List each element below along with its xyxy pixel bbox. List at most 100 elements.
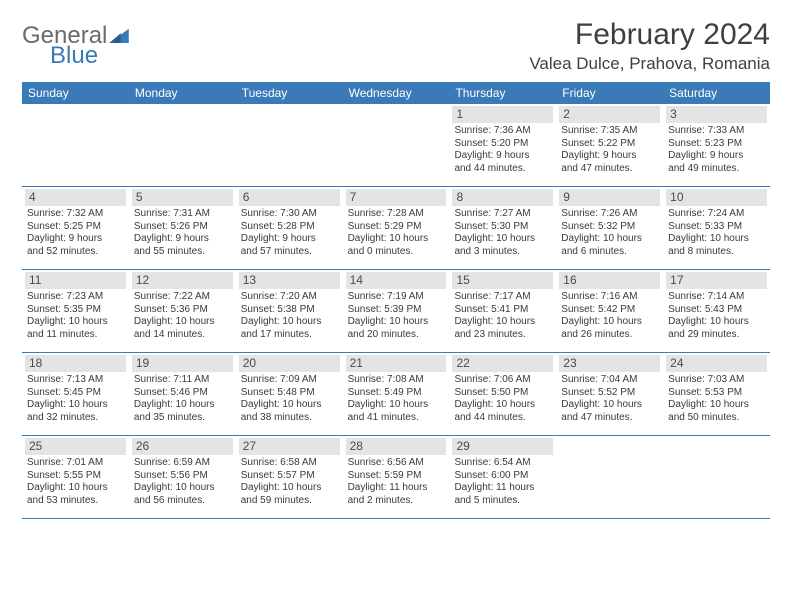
day-sunrise: Sunrise: 6:54 AM: [454, 457, 551, 470]
day-sunset: Sunset: 5:23 PM: [668, 138, 765, 151]
day-sunset: Sunset: 5:38 PM: [241, 304, 338, 317]
weekday-header: Wednesday: [343, 82, 450, 104]
day-sunset: Sunset: 5:35 PM: [27, 304, 124, 317]
day-sunrise: Sunrise: 7:08 AM: [348, 374, 445, 387]
week-row: 11 Sunrise: 7:23 AMSunset: 5:35 PMDayligh…: [22, 270, 770, 353]
day-number: 7: [346, 189, 447, 206]
day-sunset: Sunset: 5:20 PM: [454, 138, 551, 151]
day-number: 3: [666, 106, 767, 123]
day-sunrise: Sunrise: 7:28 AM: [348, 208, 445, 221]
day-sunrise: Sunrise: 7:11 AM: [134, 374, 231, 387]
week-row: 4Sunrise: 7:32 AMSunset: 5:25 PMDaylight…: [22, 187, 770, 270]
day-sunset: Sunset: 5:45 PM: [27, 387, 124, 400]
day-sunrise: Sunrise: 7:03 AM: [668, 374, 765, 387]
week-row: 1Sunrise: 7:36 AMSunset: 5:20 PMDaylight…: [22, 104, 770, 187]
day-info: Sunrise: 7:13 AMSunset: 5:45 PMDaylight:…: [25, 374, 126, 424]
day-cell: 8Sunrise: 7:27 AMSunset: 5:30 PMDaylight…: [449, 187, 556, 269]
day-cell: 10Sunrise: 7:24 AMSunset: 5:33 PMDayligh…: [663, 187, 770, 269]
day-sunset: Sunset: 5:25 PM: [27, 221, 124, 234]
day-cell: 11 Sunrise: 7:23 AMSunset: 5:35 PMDayligh…: [22, 270, 129, 352]
day-info: Sunrise: 7:14 AMSunset: 5:43 PMDaylight:…: [666, 291, 767, 341]
day-cell: 16Sunrise: 7:16 AMSunset: 5:42 PMDayligh…: [556, 270, 663, 352]
day-cell: [236, 104, 343, 186]
day-sunset: Sunset: 5:26 PM: [134, 221, 231, 234]
day-cell: 14Sunrise: 7:19 AMSunset: 5:39 PMDayligh…: [343, 270, 450, 352]
day-number: 23: [559, 355, 660, 372]
day-cell: 3 Sunrise: 7:33 AMSunset: 5:23 PMDaylight…: [663, 104, 770, 186]
day-daylight1: Daylight: 10 hours: [561, 316, 658, 329]
day-sunrise: Sunrise: 7:17 AM: [454, 291, 551, 304]
day-cell: 6Sunrise: 7:30 AMSunset: 5:28 PMDaylight…: [236, 187, 343, 269]
day-sunrise: Sunrise: 7:27 AM: [454, 208, 551, 221]
day-cell: [343, 104, 450, 186]
day-info: Sunrise: 7:33 AMSunset: 5:23 PMDaylight:…: [666, 125, 767, 175]
day-info: Sunrise: 7:23 AMSunset: 5:35 PMDaylight:…: [25, 291, 126, 341]
day-daylight1: Daylight: 11 hours: [348, 482, 445, 495]
day-info: Sunrise: 7:32 AMSunset: 5:25 PMDaylight:…: [25, 208, 126, 258]
day-cell: 17Sunrise: 7:14 AMSunset: 5:43 PMDayligh…: [663, 270, 770, 352]
day-daylight1: Daylight: 9 hours: [561, 150, 658, 163]
day-info: Sunrise: 7:28 AMSunset: 5:29 PMDaylight:…: [346, 208, 447, 258]
day-number: 2: [559, 106, 660, 123]
day-sunset: Sunset: 5:30 PM: [454, 221, 551, 234]
day-info: Sunrise: 7:11 AMSunset: 5:46 PMDaylight:…: [132, 374, 233, 424]
day-daylight1: Daylight: 10 hours: [134, 482, 231, 495]
day-sunrise: Sunrise: 7:32 AM: [27, 208, 124, 221]
day-sunset: Sunset: 5:57 PM: [241, 470, 338, 483]
day-sunrise: Sunrise: 7:20 AM: [241, 291, 338, 304]
day-daylight2: and 23 minutes.: [454, 329, 551, 342]
day-number: 6: [239, 189, 340, 206]
day-cell: 21Sunrise: 7:08 AMSunset: 5:49 PMDayligh…: [343, 353, 450, 435]
day-daylight2: and 8 minutes.: [668, 246, 765, 259]
location-subtitle: Valea Dulce, Prahova, Romania: [529, 54, 770, 74]
day-info: Sunrise: 7:26 AMSunset: 5:32 PMDaylight:…: [559, 208, 660, 258]
day-daylight2: and 50 minutes.: [668, 412, 765, 425]
day-number: 1: [452, 106, 553, 123]
day-daylight1: Daylight: 10 hours: [348, 316, 445, 329]
day-sunrise: Sunrise: 7:30 AM: [241, 208, 338, 221]
day-info: Sunrise: 6:59 AMSunset: 5:56 PMDaylight:…: [132, 457, 233, 507]
calendar-grid: Sunday Monday Tuesday Wednesday Thursday…: [22, 82, 770, 519]
day-daylight2: and 49 minutes.: [668, 163, 765, 176]
day-daylight2: and 35 minutes.: [134, 412, 231, 425]
day-daylight1: Daylight: 10 hours: [668, 316, 765, 329]
day-daylight1: Daylight: 10 hours: [561, 233, 658, 246]
day-sunrise: Sunrise: 7:36 AM: [454, 125, 551, 138]
day-sunrise: Sunrise: 7:16 AM: [561, 291, 658, 304]
day-daylight1: Daylight: 11 hours: [454, 482, 551, 495]
day-daylight1: Daylight: 9 hours: [454, 150, 551, 163]
day-daylight2: and 59 minutes.: [241, 495, 338, 508]
day-daylight2: and 3 minutes.: [454, 246, 551, 259]
day-sunrise: Sunrise: 7:13 AM: [27, 374, 124, 387]
day-daylight1: Daylight: 10 hours: [668, 399, 765, 412]
day-daylight1: Daylight: 9 hours: [27, 233, 124, 246]
day-number: 25: [25, 438, 126, 455]
day-daylight2: and 5 minutes.: [454, 495, 551, 508]
day-cell: [129, 104, 236, 186]
day-daylight1: Daylight: 10 hours: [454, 233, 551, 246]
day-cell: 2Sunrise: 7:35 AMSunset: 5:22 PMDaylight…: [556, 104, 663, 186]
day-sunset: Sunset: 5:39 PM: [348, 304, 445, 317]
day-cell: 26Sunrise: 6:59 AMSunset: 5:56 PMDayligh…: [129, 436, 236, 518]
day-daylight2: and 11 minutes.: [27, 329, 124, 342]
day-daylight2: and 6 minutes.: [561, 246, 658, 259]
day-sunrise: Sunrise: 7:19 AM: [348, 291, 445, 304]
day-cell: 28Sunrise: 6:56 AMSunset: 5:59 PMDayligh…: [343, 436, 450, 518]
weekday-header: Saturday: [663, 82, 770, 104]
day-daylight1: Daylight: 10 hours: [241, 316, 338, 329]
day-cell: 13Sunrise: 7:20 AMSunset: 5:38 PMDayligh…: [236, 270, 343, 352]
month-title: February 2024: [529, 18, 770, 52]
day-number: 11: [25, 272, 126, 289]
day-number: 10: [666, 189, 767, 206]
day-sunset: Sunset: 5:52 PM: [561, 387, 658, 400]
day-sunset: Sunset: 5:36 PM: [134, 304, 231, 317]
day-cell: [663, 436, 770, 518]
day-sunset: Sunset: 5:50 PM: [454, 387, 551, 400]
day-cell: 23Sunrise: 7:04 AMSunset: 5:52 PMDayligh…: [556, 353, 663, 435]
day-daylight2: and 29 minutes.: [668, 329, 765, 342]
day-info: Sunrise: 7:19 AMSunset: 5:39 PMDaylight:…: [346, 291, 447, 341]
day-info: Sunrise: 7:36 AMSunset: 5:20 PMDaylight:…: [452, 125, 553, 175]
day-sunrise: Sunrise: 7:26 AM: [561, 208, 658, 221]
day-daylight1: Daylight: 10 hours: [348, 399, 445, 412]
day-daylight2: and 41 minutes.: [348, 412, 445, 425]
